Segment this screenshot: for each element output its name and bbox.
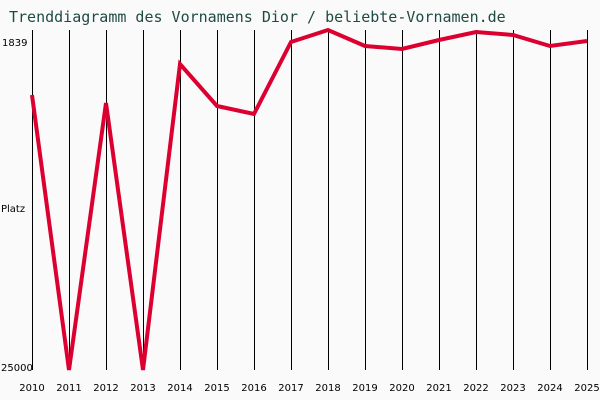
x-tick-label: 2019 <box>352 383 377 394</box>
x-tick-label: 2021 <box>426 383 451 394</box>
y-axis-bottom-label: 25000 <box>1 363 33 374</box>
x-tick-label: 2010 <box>19 383 44 394</box>
chart-title: Trenddiagramm des Vornamens Dior / belie… <box>9 8 506 26</box>
x-tick-label: 2022 <box>463 383 488 394</box>
x-tick-label: 2024 <box>537 383 562 394</box>
x-tick-label: 2015 <box>204 383 229 394</box>
x-tick-label: 2023 <box>500 383 525 394</box>
rank-trend-line <box>30 27 588 371</box>
y-axis-title: Platz <box>1 204 25 215</box>
x-tick-label: 2011 <box>56 383 81 394</box>
x-tick-label: 2016 <box>241 383 266 394</box>
x-tick-label: 2014 <box>167 383 192 394</box>
x-tick-label: 2025 <box>574 383 599 394</box>
x-tick-label: 2012 <box>93 383 118 394</box>
x-tick-label: 2013 <box>130 383 155 394</box>
x-tick-label: 2020 <box>389 383 414 394</box>
x-tick-label: 2017 <box>278 383 303 394</box>
x-axis-labels: 2010 2011 2012 2013 2014 2015 2016 2017 2018 2019… <box>19 383 599 394</box>
y-axis-top-label: 1839 <box>2 38 27 49</box>
x-tick-label: 2018 <box>315 383 340 394</box>
vertical-gridlines <box>32 30 588 370</box>
